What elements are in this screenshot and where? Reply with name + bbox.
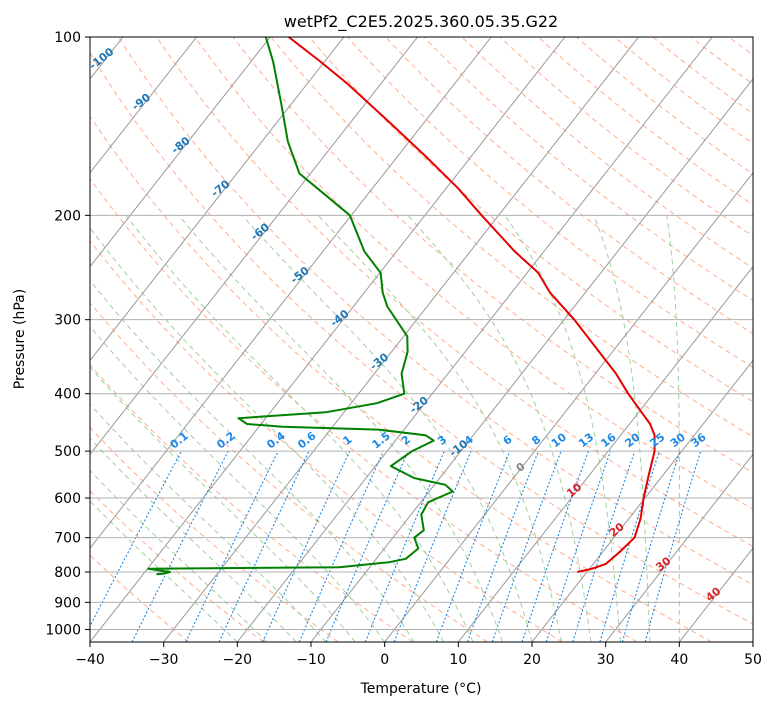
moist-adiabat (317, 214, 562, 642)
isotherm (163, 37, 639, 642)
isotherm (310, 78, 753, 642)
plot-frame (89, 36, 754, 643)
mixing-ratio-line (644, 450, 702, 642)
x-tick-label: −20 (223, 652, 253, 668)
y-tick-label: 900 (54, 595, 81, 611)
mixing-ratio-line (572, 450, 636, 642)
moist-adiabat (125, 214, 474, 642)
moist-adiabat (90, 366, 356, 642)
moist-adiabat (504, 215, 621, 642)
x-tick-label: 30 (597, 652, 615, 668)
dry-adiabat (537, 37, 753, 206)
mixing-ratio-line (262, 450, 351, 642)
x-tick-label: 40 (670, 652, 688, 668)
moist-adiabat (593, 215, 651, 642)
mixing-ratio-line (364, 450, 445, 642)
dry-adiabat (499, 37, 753, 237)
mixing-ratio-line (621, 450, 681, 642)
moist-adiabat (90, 469, 268, 642)
x-tick-label: −10 (296, 652, 326, 668)
x-tick-label: −30 (149, 652, 179, 668)
x-axis: −40 −30 −20 −10 0 10 20 30 40 50 (75, 642, 762, 668)
y-tick-label: 1000 (45, 622, 81, 638)
isotherm (457, 265, 753, 642)
dry-adiabat (194, 37, 753, 510)
y-tick-label: 800 (54, 565, 81, 581)
isotherm (531, 359, 753, 642)
dry-adiabat (90, 239, 563, 642)
mixing-ratio-line (435, 450, 511, 642)
isotherm (90, 37, 418, 456)
y-axis-label: Pressure (hPa) (12, 289, 28, 389)
isotherm (90, 37, 492, 549)
x-tick-label: −40 (75, 652, 105, 668)
dry-adiabat (90, 490, 264, 642)
moist-adiabat (178, 214, 503, 642)
dry-adiabat (90, 52, 753, 625)
y-tick-label: 300 (54, 313, 81, 329)
y-tick-label: 400 (54, 387, 81, 403)
dry-adiabat (90, 177, 638, 642)
isotherm (605, 453, 753, 642)
moist-adiabat (241, 214, 533, 642)
background-lines (90, 37, 753, 642)
mixing-ratio-line (185, 450, 279, 642)
x-tick-label: 20 (523, 652, 541, 668)
mixing-ratio-line (545, 450, 612, 642)
mixing-ratio-line (325, 450, 409, 642)
x-tick-label: 0 (380, 652, 389, 668)
isotherm (90, 37, 197, 174)
mixing-ratio-line (521, 450, 589, 642)
mixing-ratio-line (218, 450, 310, 642)
x-tick-label: 10 (449, 652, 467, 668)
mixing-ratio-line (466, 450, 539, 642)
dry-adiabat (90, 115, 712, 642)
dry-adiabat (576, 37, 753, 175)
mixing-ratio-line (491, 450, 562, 642)
y-tick-label: 500 (54, 444, 81, 460)
temperature-profile (288, 37, 656, 573)
y-tick-label: 700 (54, 531, 81, 547)
dry-adiabat (156, 37, 753, 548)
profiles (147, 37, 656, 576)
moist-adiabat (90, 500, 238, 642)
isotherm (90, 37, 566, 642)
moist-adiabat (90, 227, 445, 642)
y-axis: 1000 900 800 700 600 500 400 300 200 100 (45, 30, 90, 638)
isotherm (236, 37, 713, 642)
mixing-ratio-line (298, 450, 384, 642)
isotherm (90, 37, 271, 268)
dry-adiabat (118, 37, 753, 586)
dry-adiabat (90, 426, 339, 642)
x-axis-label: Temperature (°C) (360, 681, 482, 697)
moist-adiabat (90, 437, 297, 642)
pressure-gridlines (90, 37, 753, 630)
isotherm (384, 171, 753, 642)
y-tick-label: 200 (54, 208, 81, 224)
mixing-ratio-line (599, 450, 661, 642)
moist-adiabat (90, 279, 415, 642)
dewpoint-profile (147, 37, 454, 576)
isotherm (90, 37, 345, 362)
y-tick-label: 100 (54, 30, 81, 46)
moist-adiabat (90, 325, 386, 642)
chart-title: wetPf2_C2E5.2025.360.05.35.G22 (284, 12, 558, 32)
moist-adiabat (666, 215, 680, 642)
y-tick-label: 600 (54, 491, 81, 507)
x-tick-label: 50 (744, 652, 762, 668)
